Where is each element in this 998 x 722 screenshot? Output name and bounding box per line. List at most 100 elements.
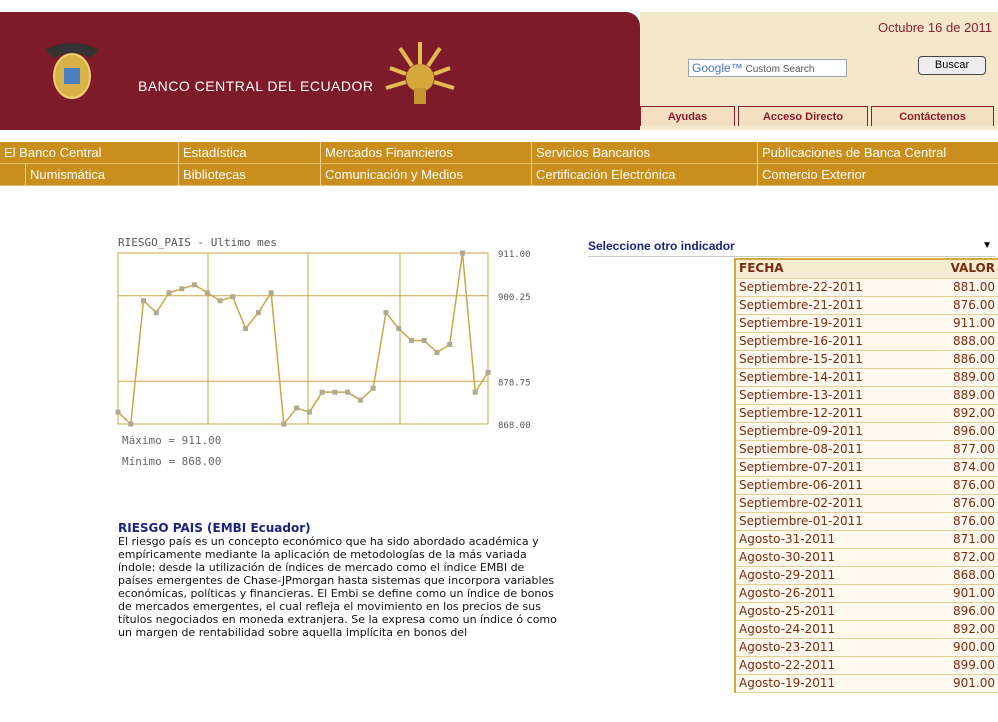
table-cell: 876.00 bbox=[925, 513, 998, 530]
table-cell: Septiembre-08-2011 bbox=[736, 441, 925, 458]
y-tick-label: 878.75 bbox=[498, 378, 531, 388]
table-row: Septiembre-16-2011888.00 bbox=[736, 333, 998, 351]
table-cell: 888.00 bbox=[925, 333, 998, 350]
table-cell: 881.00 bbox=[925, 279, 998, 296]
table-cell: 896.00 bbox=[925, 603, 998, 620]
nav-item[interactable]: Estadística bbox=[178, 142, 247, 163]
search-placeholder: Custom Search bbox=[745, 64, 814, 75]
header-cell: VALOR bbox=[925, 260, 998, 278]
y-tick-label: 911.00 bbox=[498, 250, 531, 260]
point-marker bbox=[128, 422, 133, 427]
table-cell: 892.00 bbox=[925, 405, 998, 422]
table-cell: 872.00 bbox=[925, 549, 998, 566]
min-label: Mínimo = 868.00 bbox=[122, 455, 221, 468]
plot-frame bbox=[118, 253, 488, 424]
point-marker bbox=[409, 338, 414, 343]
table-cell: Septiembre-01-2011 bbox=[736, 513, 925, 530]
table-row: Septiembre-02-2011876.00 bbox=[736, 495, 998, 513]
table-cell: 892.00 bbox=[925, 621, 998, 638]
header-cell: FECHA bbox=[736, 260, 925, 278]
table-cell: 896.00 bbox=[925, 423, 998, 440]
table-cell: 899.00 bbox=[925, 657, 998, 674]
table-cell: Agosto-29-2011 bbox=[736, 567, 925, 584]
nav-item[interactable]: Bibliotecas bbox=[178, 164, 246, 185]
point-marker bbox=[179, 286, 184, 291]
nav-item[interactable]: Certificación Electrónica bbox=[531, 164, 675, 185]
table-cell: Septiembre-15-2011 bbox=[736, 351, 925, 368]
table-cell: 874.00 bbox=[925, 459, 998, 476]
nav-item[interactable]: El Banco Central bbox=[0, 142, 102, 163]
description-text: El riesgo país es un concepto económico … bbox=[118, 535, 558, 639]
table-cell: 876.00 bbox=[925, 477, 998, 494]
search-button[interactable]: Buscar bbox=[918, 56, 986, 75]
table-cell: Septiembre-13-2011 bbox=[736, 387, 925, 404]
point-marker bbox=[320, 390, 325, 395]
table-cell: Agosto-22-2011 bbox=[736, 657, 925, 674]
point-marker bbox=[383, 310, 388, 315]
table-row: Septiembre-13-2011889.00 bbox=[736, 387, 998, 405]
table-cell: 889.00 bbox=[925, 369, 998, 386]
table-row: Agosto-19-2011901.00 bbox=[736, 675, 998, 693]
table-cell: 911.00 bbox=[925, 315, 998, 332]
table-cell: 871.00 bbox=[925, 531, 998, 548]
table-row: Septiembre-06-2011876.00 bbox=[736, 477, 998, 495]
table-row: Septiembre-09-2011896.00 bbox=[736, 423, 998, 441]
table-row: Septiembre-01-2011876.00 bbox=[736, 513, 998, 531]
nav-item[interactable]: Comercio Exterior bbox=[757, 164, 866, 185]
table-cell: Agosto-23-2011 bbox=[736, 639, 925, 656]
point-marker bbox=[116, 410, 121, 415]
nav-item[interactable]: Servicios Bancarios bbox=[531, 142, 650, 163]
point-marker bbox=[371, 386, 376, 391]
point-marker bbox=[218, 298, 223, 303]
header-tab[interactable]: Ayudas bbox=[640, 106, 735, 126]
point-marker bbox=[243, 326, 248, 331]
point-marker bbox=[422, 338, 427, 343]
nav-item[interactable]: Comunicación y Medios bbox=[320, 164, 463, 185]
point-marker bbox=[486, 370, 491, 375]
nav-row: Numismática Bibliotecas Comunicación y Med… bbox=[0, 164, 998, 186]
table-row: Agosto-24-2011892.00 bbox=[736, 621, 998, 639]
point-marker bbox=[141, 298, 146, 303]
select-arrow: ▼ bbox=[982, 236, 992, 256]
table-cell: Septiembre-16-2011 bbox=[736, 333, 925, 350]
chart-title: RIESGO_PAIS - Ultimo mes bbox=[118, 236, 277, 249]
indicator-select[interactable]: Seleccione otro indicador ▼ bbox=[588, 236, 996, 257]
search-box[interactable]: Google™ Custom Search bbox=[688, 59, 847, 77]
header-tab[interactable]: Acceso Directo bbox=[738, 106, 868, 126]
point-marker bbox=[396, 326, 401, 331]
nav-row: El Banco Central Estadística Mercados Fina… bbox=[0, 142, 998, 164]
y-tick-label: 900.25 bbox=[498, 293, 531, 303]
nav-item[interactable]: Mercados Financieros bbox=[320, 142, 453, 163]
nav-item[interactable]: Publicaciones de Banca Central bbox=[757, 142, 946, 163]
table-cell: Septiembre-09-2011 bbox=[736, 423, 925, 440]
table-cell: 901.00 bbox=[925, 585, 998, 602]
table-cell: Septiembre-07-2011 bbox=[736, 459, 925, 476]
select-label: Seleccione otro indicador bbox=[588, 239, 735, 253]
table-cell: Septiembre-19-2011 bbox=[736, 315, 925, 332]
nav-item[interactable]: Numismática bbox=[25, 164, 105, 185]
point-marker bbox=[205, 290, 210, 295]
nav-menu: El Banco Central Estadística Mercados Fina… bbox=[0, 142, 998, 186]
table-cell: 886.00 bbox=[925, 351, 998, 368]
table-cell: 876.00 bbox=[925, 297, 998, 314]
line-series bbox=[118, 253, 488, 424]
table-cell: Septiembre-06-2011 bbox=[736, 477, 925, 494]
date: Octubre 16 de 2011 bbox=[878, 20, 992, 35]
point-marker bbox=[230, 294, 235, 299]
table-cell: Agosto-25-2011 bbox=[736, 603, 925, 620]
shield-center bbox=[64, 68, 80, 84]
table-cell: Agosto-30-2011 bbox=[736, 549, 925, 566]
table-cell: Agosto-26-2011 bbox=[736, 585, 925, 602]
header-tab[interactable]: Contáctenos bbox=[871, 106, 994, 126]
point-marker bbox=[345, 390, 350, 395]
table-cell: 868.00 bbox=[925, 567, 998, 584]
table-cell: Agosto-31-2011 bbox=[736, 531, 925, 548]
point-marker bbox=[167, 290, 172, 295]
table-cell: 900.00 bbox=[925, 639, 998, 656]
point-marker bbox=[269, 290, 274, 295]
point-marker bbox=[473, 390, 478, 395]
